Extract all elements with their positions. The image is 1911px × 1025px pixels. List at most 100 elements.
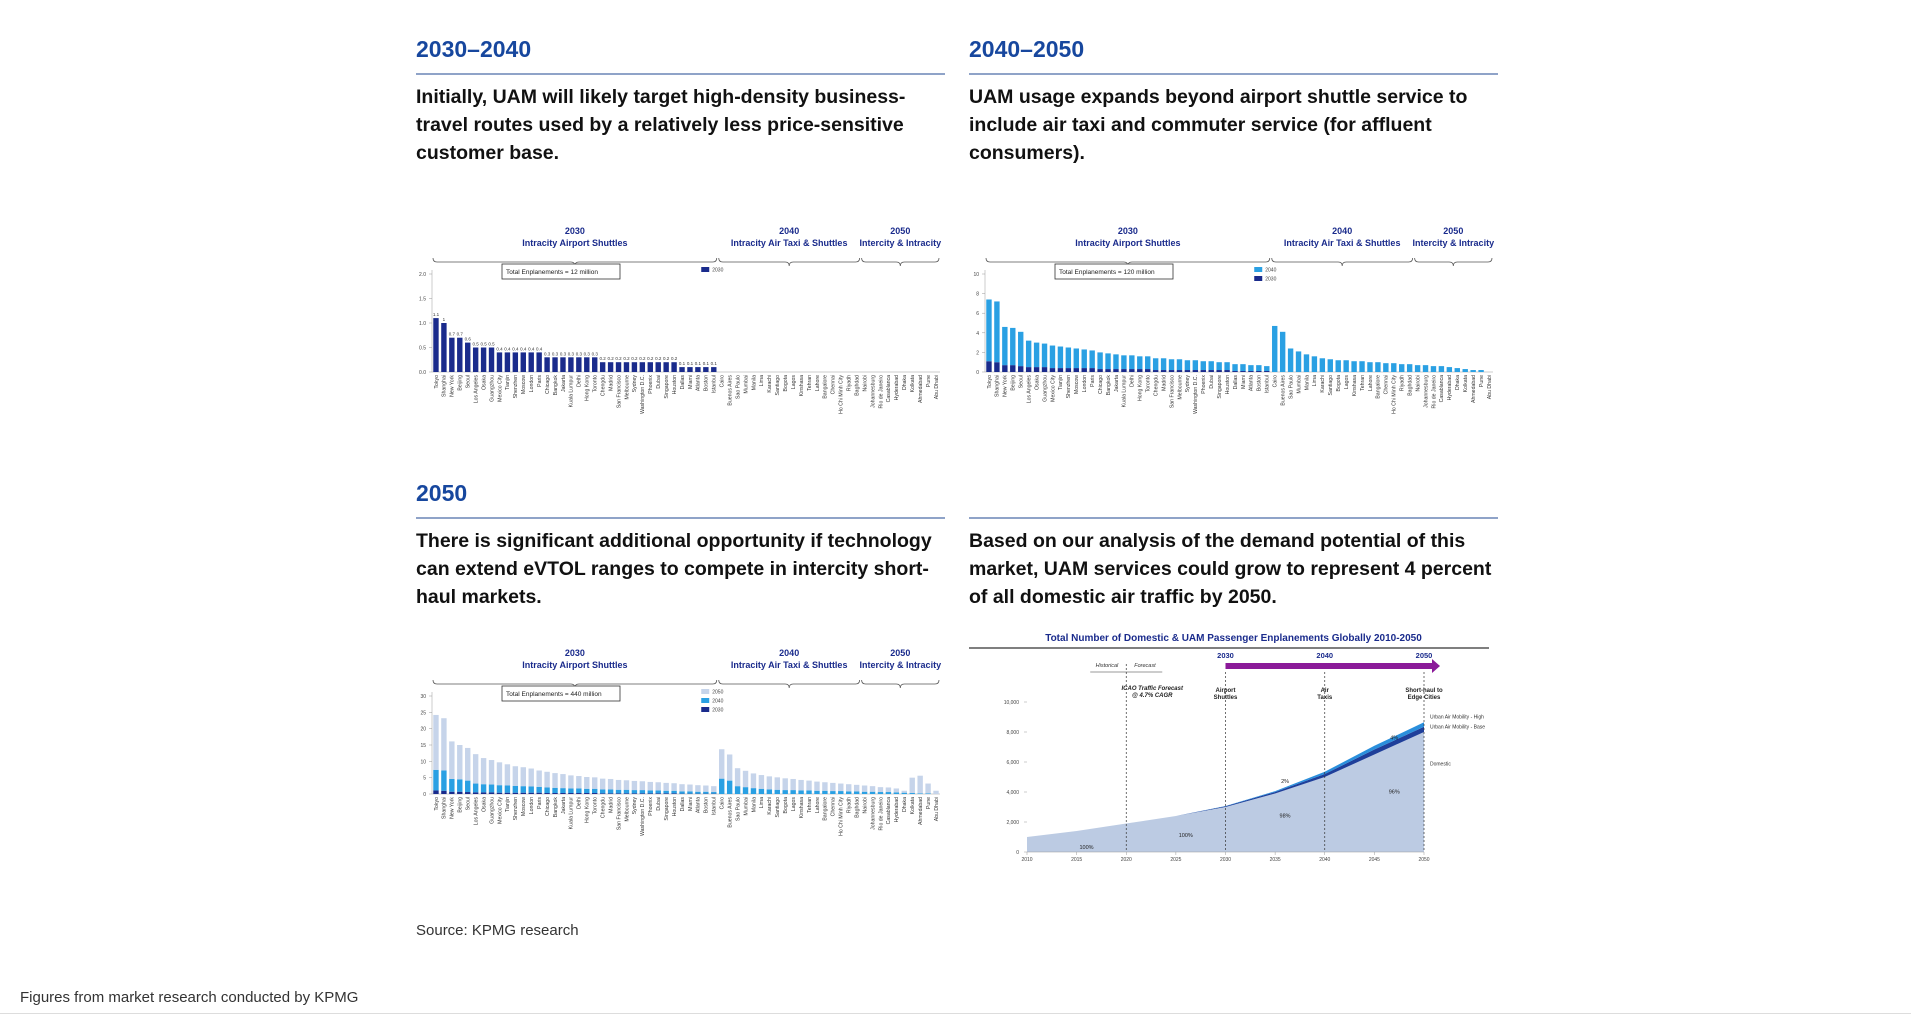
bar-segment bbox=[1367, 362, 1373, 372]
value-label: 0.7 bbox=[449, 332, 456, 337]
bar-segment bbox=[742, 770, 749, 788]
bar-segment bbox=[544, 771, 550, 788]
region-year: 2040 bbox=[779, 226, 799, 236]
x-tick-label: Sao Paulo bbox=[1288, 375, 1294, 399]
x-tick-label: Paris bbox=[537, 375, 543, 387]
x-tick-label: Moscow bbox=[521, 797, 527, 816]
x-tick-label: Bangkok bbox=[553, 375, 559, 396]
y-tick-label: 0 bbox=[423, 792, 426, 798]
bar-segment bbox=[1041, 367, 1048, 372]
bar-segment bbox=[592, 777, 598, 789]
bar-segment bbox=[1232, 371, 1238, 372]
total-label: Total Enplanements = 120 million bbox=[1059, 269, 1155, 276]
value-label: 0.2 bbox=[663, 356, 670, 361]
bar-segment bbox=[433, 318, 439, 372]
legend-label: 2040 bbox=[712, 699, 723, 705]
x-tick-label: Osaka bbox=[481, 797, 487, 812]
bar-segment bbox=[496, 792, 503, 794]
x-tick-label: Kolkata bbox=[910, 797, 916, 814]
bar-segment bbox=[1041, 343, 1048, 368]
bar-segment bbox=[846, 784, 852, 792]
label: Forecast bbox=[1134, 663, 1156, 669]
bar-segment bbox=[607, 362, 614, 372]
total-label: Total Enplanements = 440 million bbox=[506, 691, 602, 698]
paragraph: Initially, UAM will likely target high-d… bbox=[416, 86, 906, 164]
bar-segment bbox=[1208, 370, 1214, 372]
x-tick-label: Bangalore bbox=[823, 797, 829, 821]
x-tick-label: Chengdu bbox=[600, 797, 606, 818]
legend-label: 2050 bbox=[712, 690, 723, 696]
region-year: 2040 bbox=[779, 648, 799, 658]
x-tick-label: Buenos Aires bbox=[727, 375, 733, 406]
rule bbox=[969, 73, 1498, 75]
bar-segment bbox=[1065, 347, 1072, 369]
x-tick-label: Mexico City bbox=[497, 797, 503, 824]
value-label: 0.2 bbox=[631, 356, 638, 361]
bar-segment bbox=[528, 786, 534, 793]
x-tick-label: Dubai bbox=[656, 375, 662, 389]
bar-segment bbox=[536, 352, 542, 372]
x-tick-label: Abu Dhabi bbox=[934, 375, 940, 399]
bar-segment bbox=[782, 790, 788, 794]
bar-segment bbox=[994, 301, 1000, 363]
x-tick-label: Kuala Lumpur bbox=[569, 375, 575, 408]
x-tick-label: Miami bbox=[688, 797, 694, 811]
bar-segment bbox=[742, 787, 749, 794]
bar-segment bbox=[1256, 365, 1262, 372]
bar-segment bbox=[1137, 369, 1143, 372]
y-tick-label: 5 bbox=[423, 776, 426, 782]
y-tick-label: 30 bbox=[420, 694, 426, 700]
bar-segment bbox=[663, 362, 669, 372]
bar-segment bbox=[465, 780, 471, 793]
x-tick-label: Lahore bbox=[815, 375, 821, 391]
x-tick-label: Tehran bbox=[1360, 375, 1366, 391]
x-tick-label: Chennai bbox=[1384, 375, 1390, 394]
region-label: Intercity & Intracity bbox=[1413, 238, 1495, 248]
x-tick-label: Kolkata bbox=[910, 375, 916, 392]
bar-segment bbox=[480, 784, 487, 793]
x-tick-label: Melbourne bbox=[624, 797, 630, 822]
bar-segment bbox=[560, 357, 566, 372]
x-tick-label: Rio de Janeiro bbox=[1431, 375, 1437, 409]
bar-segment bbox=[1335, 360, 1341, 372]
bar-segment bbox=[607, 793, 614, 794]
milestone: 2050 bbox=[1416, 651, 1433, 660]
share-label: 2% bbox=[1281, 779, 1289, 785]
bar-segment bbox=[703, 785, 709, 792]
bar-segment bbox=[465, 342, 471, 372]
x-tick-label: Seoul bbox=[466, 797, 472, 810]
bar-segment bbox=[782, 778, 788, 791]
bar-segment bbox=[1391, 363, 1397, 372]
value-label: 0.3 bbox=[552, 351, 559, 356]
x-tick-label: Boston bbox=[704, 375, 710, 391]
bar-segment bbox=[671, 790, 677, 794]
bar-segment bbox=[584, 777, 590, 789]
bar-segment bbox=[480, 347, 487, 372]
x-tick-label: Mumbai bbox=[743, 375, 749, 393]
region-label: Intracity Airport Shuttles bbox=[522, 238, 627, 248]
legend-swatch bbox=[701, 267, 710, 272]
x-tick-label: Madrid bbox=[1161, 375, 1167, 391]
bar-segment bbox=[488, 784, 495, 793]
x-tick-label: Washington D.C. bbox=[640, 375, 646, 414]
bar-segment bbox=[655, 790, 661, 794]
x-tick-label: Toronto bbox=[593, 797, 599, 814]
bar-segment bbox=[925, 783, 931, 794]
region-label: Intercity & Intracity bbox=[860, 660, 942, 670]
bar-segment bbox=[472, 347, 479, 372]
x-tick-label: Chennai bbox=[831, 797, 837, 816]
bar-segment bbox=[1454, 368, 1460, 372]
bar-segment bbox=[592, 793, 598, 794]
bar-segment bbox=[933, 790, 939, 794]
x-tick-label: Tianjin bbox=[1058, 375, 1064, 390]
x-tick-label: Chicago bbox=[545, 375, 551, 394]
bar-segment bbox=[814, 781, 820, 791]
bar-segment bbox=[488, 792, 495, 794]
bar-segment bbox=[544, 357, 550, 372]
bar-segment bbox=[766, 776, 773, 790]
bar-segment bbox=[679, 784, 685, 792]
bar-segment bbox=[568, 357, 574, 372]
bar-segment bbox=[1351, 361, 1357, 372]
x-tick-label: Ahmedabad bbox=[1471, 375, 1477, 403]
x-tick-label: Ahmedabad bbox=[918, 375, 924, 403]
